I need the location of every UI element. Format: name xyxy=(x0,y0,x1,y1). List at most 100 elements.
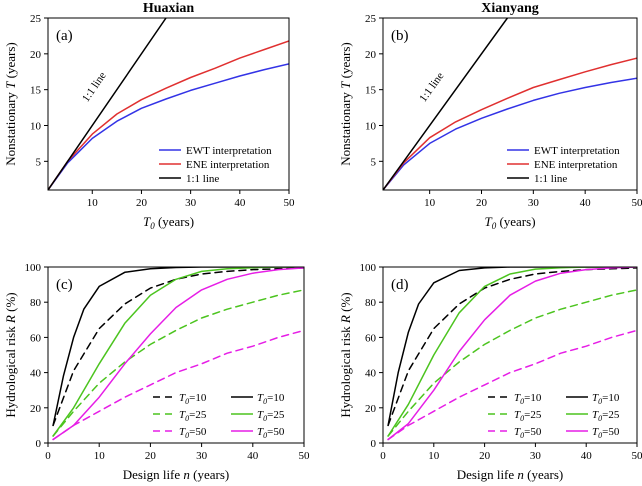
x-axis-label-part: (years) xyxy=(190,467,229,482)
chart-title: Huaxian xyxy=(143,1,195,16)
legend-label: T0=50 xyxy=(257,426,285,440)
panel-b: 10 20 30 40 50 5 10 15 20 25 (b) Xianyang Nonstation… xyxy=(338,1,642,231)
legend-label-part: T xyxy=(257,426,264,438)
x-tick-label: 30 xyxy=(528,197,540,209)
series-line-3 xyxy=(387,329,637,441)
x-tick-label: 30 xyxy=(530,450,542,462)
series-line-1 xyxy=(383,77,637,190)
plot-frame xyxy=(47,17,290,191)
y-axis-label-part: Hydrological risk xyxy=(3,323,18,418)
x-tick-label: 40 xyxy=(247,450,259,462)
legend-label: EWT interpretation xyxy=(186,145,272,157)
legend-label: 1:1 line xyxy=(186,173,219,185)
series-line-1 xyxy=(52,267,304,427)
legend-label-part: 0 xyxy=(263,397,267,406)
legend-label-part: 0 xyxy=(598,414,602,423)
legend-label: T0=10 xyxy=(257,392,285,406)
x-tick-label: 10 xyxy=(94,450,106,462)
x-tick-label: 20 xyxy=(136,197,148,209)
y-axis-label: Hydrological risk R (%) xyxy=(338,292,353,417)
legend-label-part: =10 xyxy=(189,392,207,404)
panel-label: (a) xyxy=(56,28,73,44)
legend-label-part: =10 xyxy=(602,392,620,404)
series-line-2 xyxy=(48,40,289,190)
y-tick-label: 20 xyxy=(365,403,377,415)
series-line-5 xyxy=(387,267,637,437)
legend-label-part: T xyxy=(592,392,599,404)
x-axis-label-part: T xyxy=(484,214,492,229)
y-axis-label-part: (years) xyxy=(3,42,18,81)
plot-frame xyxy=(382,266,638,444)
x-axis-label-part: (years) xyxy=(524,467,563,482)
x-tick-label: 40 xyxy=(580,197,592,209)
legend-label: T0=25 xyxy=(257,409,285,423)
y-tick-label: 15 xyxy=(30,85,42,97)
legend-label-part: 0 xyxy=(598,431,602,440)
legend-label-part: 0 xyxy=(598,397,602,406)
x-tick-label: 50 xyxy=(299,450,311,462)
panel-label: (c) xyxy=(56,277,73,293)
x-axis-label: T0 (years) xyxy=(484,214,535,231)
legend-label: ENE interpretation xyxy=(186,159,270,171)
x-axis-label-part: n xyxy=(517,467,524,482)
y-axis-label-part: (%) xyxy=(338,292,353,315)
y-tick-label: 100 xyxy=(360,262,377,274)
x-axis-label-part: Design life xyxy=(123,467,184,482)
plot-frame xyxy=(382,17,638,191)
x-tick-label: 30 xyxy=(196,450,208,462)
legend-label-part: =25 xyxy=(524,409,542,421)
legend-label-part: 0 xyxy=(185,431,189,440)
legend-label-part: =50 xyxy=(189,426,207,438)
series-line-1 xyxy=(48,63,289,190)
y-axis-label-part: R xyxy=(3,315,18,324)
legend-label-part: T xyxy=(592,409,599,421)
x-axis-label-part: T xyxy=(143,214,151,229)
y-axis-label-part: Nonstationary xyxy=(338,89,353,166)
series-group xyxy=(383,18,637,190)
legend-label: EWT interpretation xyxy=(534,145,620,157)
panel-d: 0 10 20 30 40 50 0 20 40 60 80 100 (d) Hydrological r… xyxy=(338,262,642,482)
panel-a: 10 20 30 40 50 5 10 15 20 25 (a) Huaxian Nonstationa… xyxy=(3,1,295,231)
x-axis-label: T0 (years) xyxy=(143,214,194,231)
legend-label-part: =25 xyxy=(267,409,285,421)
series-line-3 xyxy=(48,18,167,190)
x-tick-label: 10 xyxy=(424,197,436,209)
x-tick-label: 10 xyxy=(428,450,440,462)
y-tick-label: 25 xyxy=(30,13,42,25)
series-line-1 xyxy=(387,267,637,427)
panel-label: (d) xyxy=(391,277,409,293)
legend-label: T0=10 xyxy=(514,392,542,406)
series-group xyxy=(387,267,637,441)
legend-label: T0=25 xyxy=(514,409,542,423)
y-tick-label: 40 xyxy=(30,368,42,380)
y-axis-label-part: R xyxy=(338,315,353,324)
x-axis-label-part: 0 xyxy=(150,221,155,231)
legend-label-part: =10 xyxy=(267,392,285,404)
legend-label-part: T xyxy=(257,392,264,404)
y-tick-label: 10 xyxy=(365,121,377,133)
series-line-6 xyxy=(52,267,304,441)
legend-label: T0=10 xyxy=(179,392,207,406)
x-axis-label: Design life n (years) xyxy=(123,467,230,482)
legend-label-part: T xyxy=(514,426,521,438)
y-axis-label: Hydrological risk R (%) xyxy=(3,292,18,417)
legend-label-part: T xyxy=(514,409,521,421)
y-tick-label: 25 xyxy=(365,13,377,25)
legend-label-part: =50 xyxy=(602,426,620,438)
series-line-2 xyxy=(383,57,637,190)
chart-title: Xianyang xyxy=(481,1,539,16)
legend-label-part: 0 xyxy=(185,397,189,406)
legend-label-part: T xyxy=(257,409,264,421)
y-axis-label-part: T xyxy=(338,81,353,89)
legend-label-part: T xyxy=(179,426,186,438)
panel-c: 0 10 20 30 40 50 0 20 40 60 80 100 (c) Hydrological r… xyxy=(3,262,310,482)
y-tick-label: 60 xyxy=(365,332,377,344)
series-line-6 xyxy=(387,267,637,441)
x-tick-label: 10 xyxy=(87,197,99,209)
y-tick-label: 60 xyxy=(30,332,42,344)
x-tick-label: 0 xyxy=(380,450,386,462)
legend-label-part: T xyxy=(179,409,186,421)
x-tick-label: 50 xyxy=(284,197,296,209)
x-tick-label: 30 xyxy=(185,197,197,209)
